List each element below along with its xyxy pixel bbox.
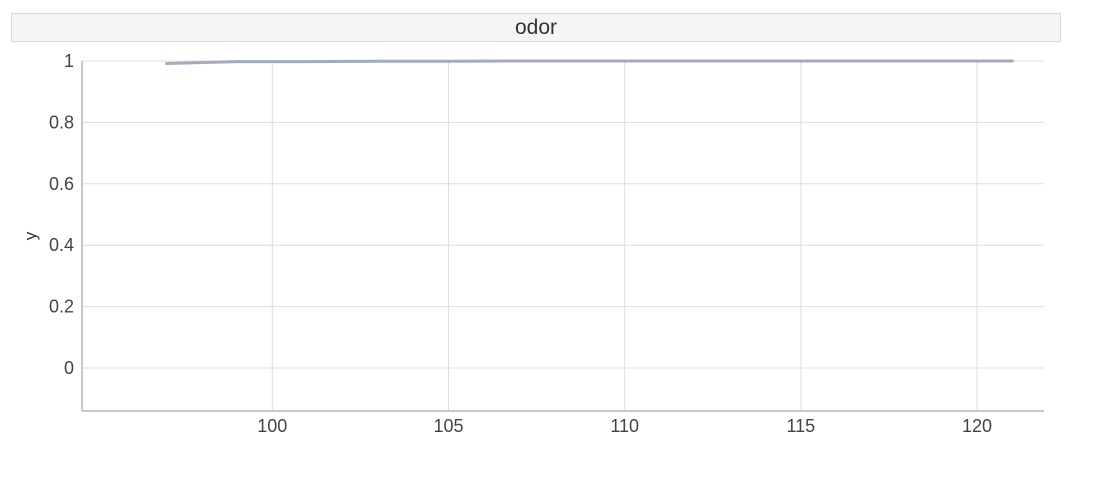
series	[165, 59, 1014, 65]
y-tick-label: 0.8	[49, 112, 74, 132]
y-tick-label: 0	[64, 358, 74, 378]
axes	[81, 61, 1044, 412]
x-tick-label: 110	[610, 416, 639, 436]
x-tick-label: 100	[257, 416, 287, 436]
y-tick-label: 0.6	[49, 174, 74, 194]
tick-labels: 100 105 110 115 120 0 0.2 0.4 0.6 0.8 1	[49, 51, 992, 436]
y-tick-label: 0.4	[49, 235, 74, 255]
y-tick-label: 1	[64, 51, 74, 71]
grid-lines	[82, 60, 1044, 411]
x-tick-label: 120	[962, 416, 992, 436]
x-tick-label: 115	[787, 416, 816, 436]
series-line	[165, 59, 1014, 65]
y-tick-label: 0.2	[49, 297, 74, 317]
chart-title: odor	[11, 13, 1061, 42]
y-axis-title: y	[21, 231, 40, 240]
x-tick-label: 105	[433, 416, 463, 436]
